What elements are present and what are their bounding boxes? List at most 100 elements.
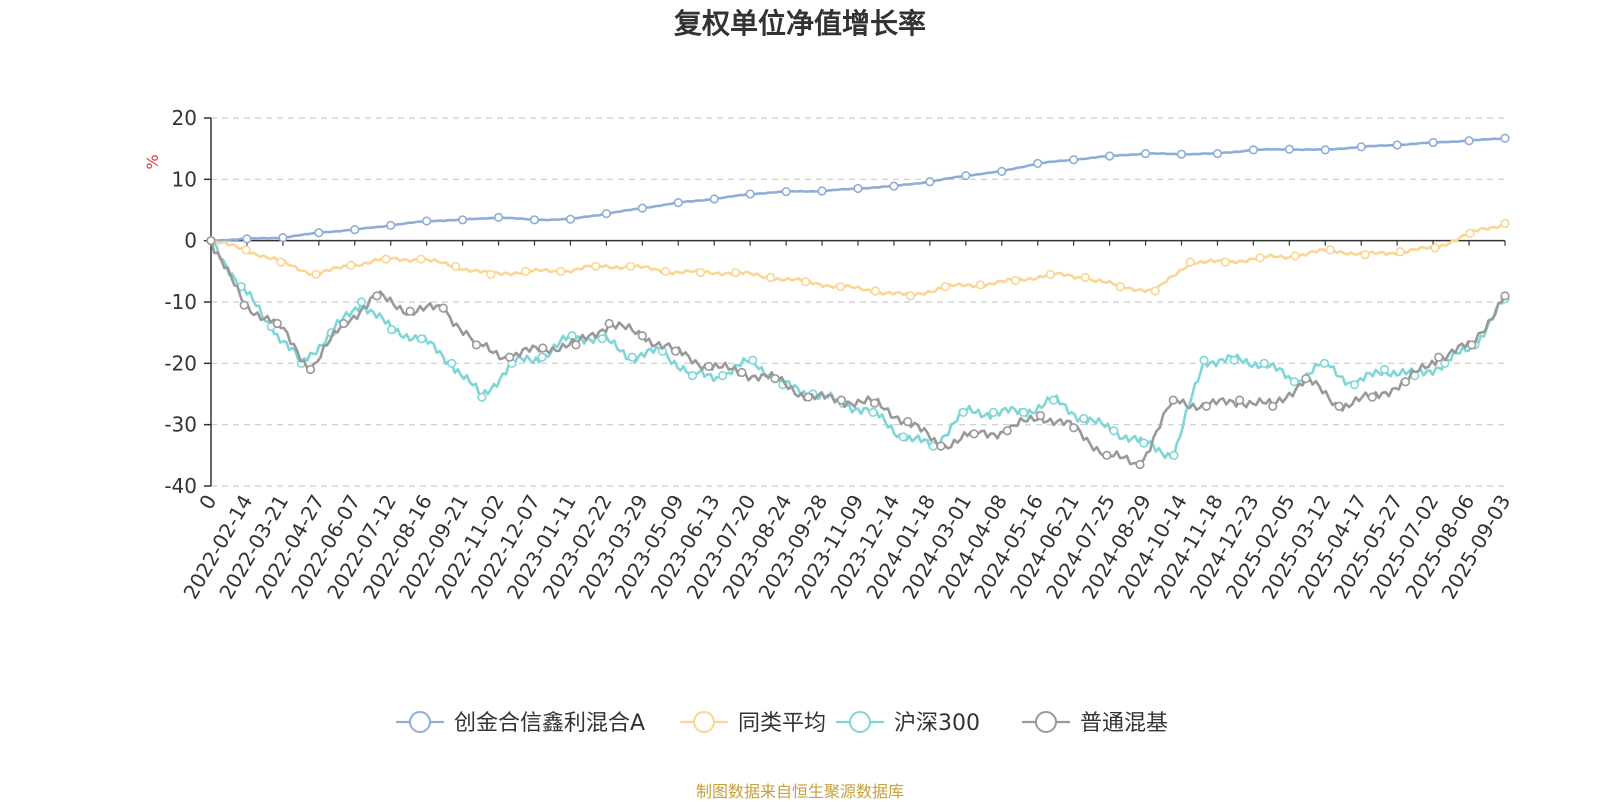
data-point <box>958 407 968 418</box>
data-point <box>556 266 566 276</box>
data-point <box>1102 450 1112 460</box>
data-point <box>903 417 913 427</box>
data-point <box>1109 426 1119 436</box>
data-point <box>800 277 811 287</box>
data-point <box>1115 282 1125 292</box>
data-point <box>1255 253 1265 263</box>
data-point <box>1035 410 1046 421</box>
legend-marker-icon <box>1035 711 1057 733</box>
data-point <box>709 194 719 204</box>
data-point <box>241 245 251 255</box>
data-point <box>1380 364 1390 375</box>
data-point <box>305 364 316 375</box>
y-tick-label: 10 <box>172 167 197 191</box>
data-point <box>1135 459 1145 470</box>
legend-item[interactable]: 普通混基 <box>1022 711 1168 736</box>
data-point <box>1320 145 1330 155</box>
data-point <box>239 300 249 310</box>
data-point <box>1290 251 1300 261</box>
legend-item[interactable]: 沪深300 <box>836 711 980 736</box>
data-point <box>350 225 360 235</box>
legend-item[interactable]: 同类平均 <box>680 711 826 736</box>
data-point <box>868 407 878 418</box>
data-point <box>1229 355 1239 365</box>
grid-lines <box>211 117 1505 487</box>
data-point <box>597 334 607 344</box>
data-point <box>1140 148 1151 159</box>
data-point <box>1212 148 1223 159</box>
data-point <box>346 260 356 270</box>
series-lines <box>206 133 1510 470</box>
data-point <box>1349 380 1360 390</box>
data-point <box>898 432 908 442</box>
data-point <box>1220 257 1230 267</box>
data-point <box>853 183 863 194</box>
data-point <box>1428 137 1438 148</box>
data-point <box>1248 145 1258 155</box>
data-point <box>1392 140 1402 150</box>
axes: 20100-10-20-30-4002022-02-142022-03-2120… <box>164 106 1515 603</box>
data-point <box>1010 275 1020 286</box>
data-point <box>276 257 286 267</box>
y-tick-label: -20 <box>164 351 197 375</box>
data-point <box>661 266 671 276</box>
source-note: 制图数据来自恒生聚源数据库 <box>695 782 904 801</box>
data-point <box>405 306 415 316</box>
data-point <box>905 291 916 301</box>
data-point <box>889 181 899 191</box>
data-point <box>417 334 427 344</box>
data-point <box>1105 151 1115 161</box>
y-tick-label: 0 <box>184 229 197 253</box>
data-point <box>386 220 396 230</box>
legend-item[interactable]: 创金合信鑫利混合A <box>396 711 645 736</box>
data-point <box>1500 218 1510 229</box>
data-point <box>272 318 282 329</box>
data-point <box>997 166 1007 176</box>
data-point <box>278 233 288 243</box>
legend-marker-icon <box>849 711 871 733</box>
data-point <box>1434 352 1444 362</box>
x-tick-label: 0 <box>194 491 221 514</box>
data-point <box>386 325 397 335</box>
data-point <box>781 187 791 197</box>
series-line <box>210 239 1507 460</box>
data-point <box>717 371 728 381</box>
data-point <box>1079 413 1089 424</box>
data-point <box>1360 250 1370 260</box>
data-point <box>1069 155 1079 165</box>
data-point <box>936 441 946 451</box>
data-point <box>1430 243 1440 253</box>
data-point <box>505 352 515 362</box>
data-point <box>627 352 637 362</box>
data-point <box>477 392 487 402</box>
data-point <box>521 266 531 276</box>
data-point <box>673 198 683 208</box>
data-point <box>451 261 461 272</box>
data-point <box>817 186 827 196</box>
data-point <box>339 318 349 329</box>
data-point <box>314 228 324 238</box>
data-point <box>637 203 647 213</box>
data-point <box>1069 423 1079 433</box>
legend-label: 普通混基 <box>1080 711 1168 736</box>
data-point <box>438 303 448 313</box>
data-point <box>1176 149 1187 159</box>
data-point <box>1201 401 1211 411</box>
data-point <box>626 261 636 272</box>
legend-label: 沪深300 <box>894 711 980 736</box>
data-point <box>1268 401 1278 411</box>
data-point <box>1301 374 1311 384</box>
legend[interactable]: 创金合信鑫利混合A 同类平均 沪深300 普通混基 <box>396 711 1168 736</box>
data-point <box>242 234 252 244</box>
data-point <box>493 212 504 222</box>
data-point <box>696 267 706 278</box>
data-point <box>835 282 846 292</box>
data-point <box>975 280 986 290</box>
data-point <box>1500 133 1510 143</box>
data-point <box>1045 269 1055 280</box>
data-point <box>311 269 321 280</box>
y-axis-unit-label: % <box>143 154 162 169</box>
data-point <box>1465 228 1475 238</box>
data-point <box>591 261 601 272</box>
